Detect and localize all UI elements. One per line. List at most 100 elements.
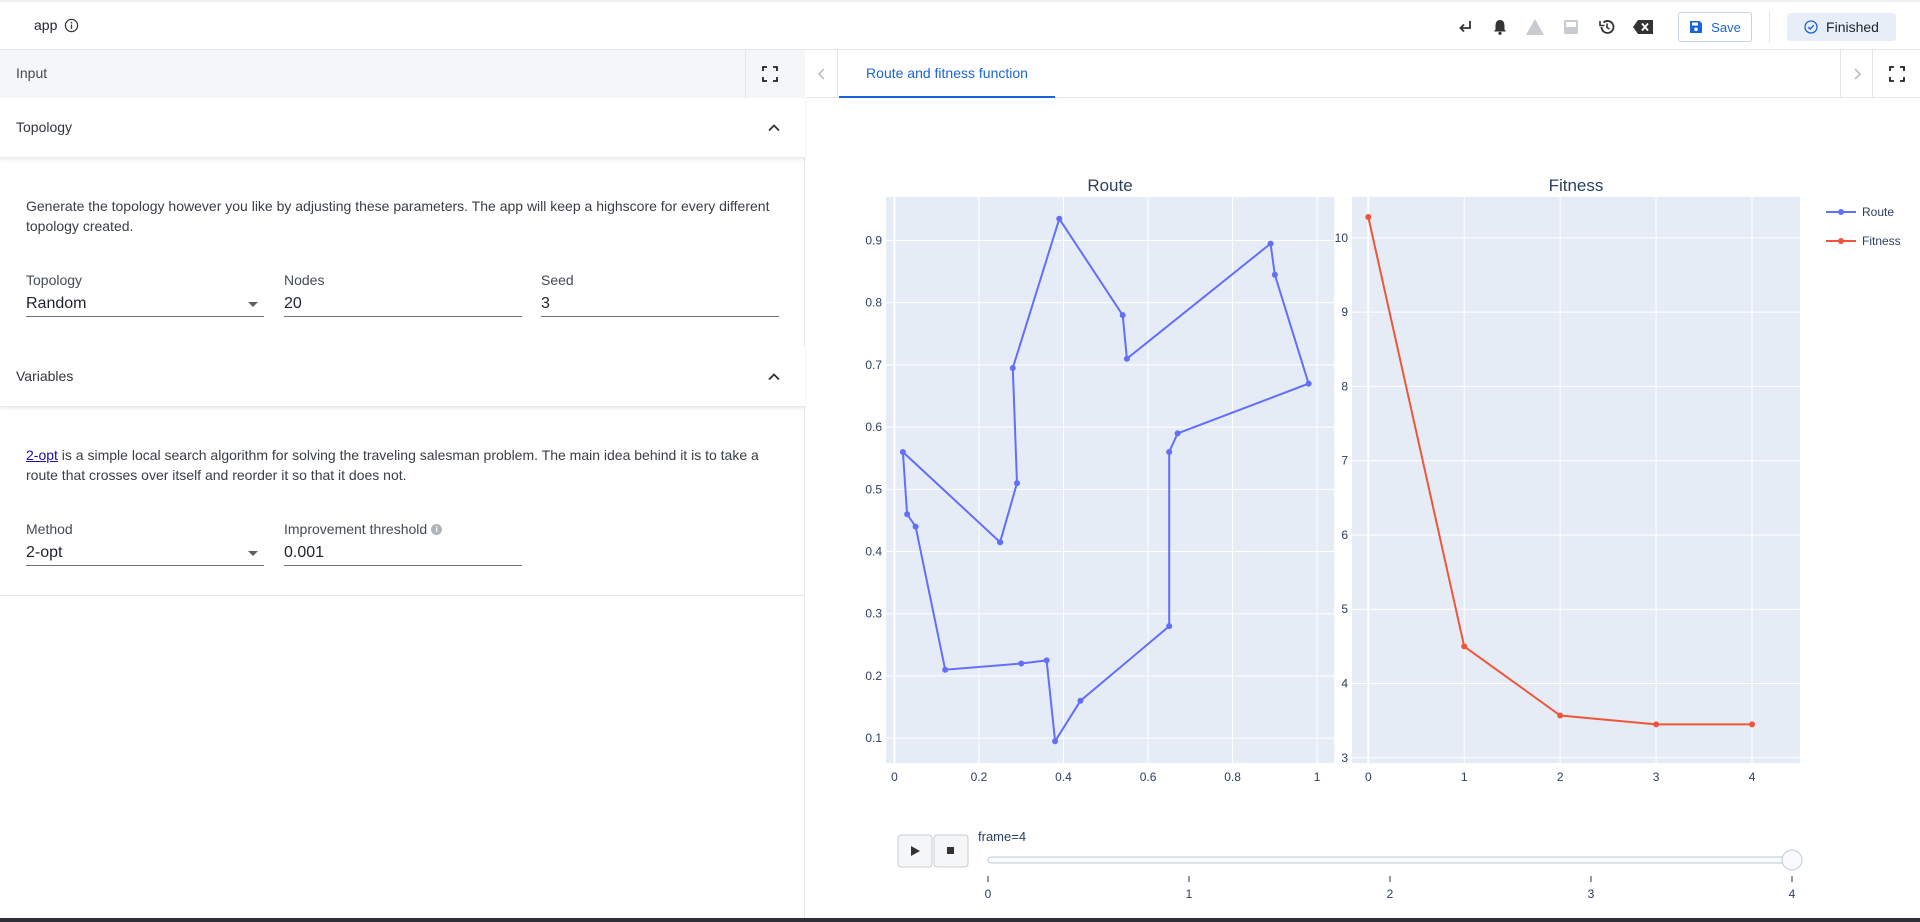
data-point xyxy=(1461,643,1468,650)
data-point xyxy=(1653,721,1660,728)
frame-slider-handle[interactable] xyxy=(1781,849,1803,871)
dropdown-arrow-icon[interactable] xyxy=(248,551,258,556)
tab-scroll-right-button[interactable] xyxy=(1840,50,1872,97)
nodes-input[interactable]: 20 xyxy=(284,293,522,317)
status-label: Finished xyxy=(1826,19,1879,35)
topology-select[interactable]: Topology Random xyxy=(26,271,264,317)
x-tick-label: 1 xyxy=(1314,770,1321,784)
x-tick-label: 1 xyxy=(1461,770,1468,784)
data-point xyxy=(1174,430,1181,437)
x-tick-label: 0.8 xyxy=(1224,770,1241,784)
enter-icon[interactable] xyxy=(1454,16,1476,38)
data-point xyxy=(904,511,911,518)
data-point xyxy=(1077,697,1084,704)
stop-icon[interactable] xyxy=(947,847,954,854)
output-panel: Route and fitness function xyxy=(806,50,1920,922)
data-point xyxy=(942,666,949,673)
top-bar: app Save Finished xyxy=(0,0,1920,50)
y-tick-label: 0.2 xyxy=(865,669,882,683)
data-point xyxy=(1166,623,1173,630)
y-tick-label: 0.4 xyxy=(865,545,882,559)
save-button[interactable]: Save xyxy=(1678,12,1752,42)
data-point xyxy=(997,539,1004,546)
legend-marker-fitness xyxy=(1838,238,1844,244)
variables-section-title: Variables xyxy=(16,368,74,384)
chevron-up-icon[interactable] xyxy=(766,120,782,136)
data-point xyxy=(1749,721,1756,728)
data-point xyxy=(1043,657,1050,664)
y-tick-label: 9 xyxy=(1341,305,1348,319)
save-icon xyxy=(1690,21,1703,33)
data-point xyxy=(1119,312,1126,319)
info-icon[interactable] xyxy=(64,18,79,33)
chevron-left-icon xyxy=(817,67,825,80)
chart-title: Fitness xyxy=(1549,176,1604,195)
x-tick-label: 0.4 xyxy=(1055,770,1072,784)
data-point xyxy=(1166,449,1173,456)
tabs-bar: Route and fitness function xyxy=(806,50,1920,98)
y-tick-label: 0.7 xyxy=(865,358,882,372)
data-point xyxy=(1123,355,1130,362)
plot-area xyxy=(886,197,1334,763)
x-tick-label: 4 xyxy=(1749,770,1756,784)
method-select[interactable]: Method 2-opt xyxy=(26,520,264,566)
data-point xyxy=(1018,660,1025,667)
threshold-label: Improvement threshold xyxy=(284,521,428,537)
fullscreen-icon xyxy=(1888,66,1905,82)
input-panel: Input Topology Generate the topology how… xyxy=(0,50,805,922)
bell-icon[interactable] xyxy=(1489,16,1511,38)
legend-marker-route xyxy=(1838,209,1844,215)
slider-tick-label: 2 xyxy=(1387,887,1394,901)
fullscreen-button[interactable] xyxy=(745,50,793,98)
two-opt-link[interactable]: 2-opt xyxy=(26,447,58,463)
dropdown-arrow-icon[interactable] xyxy=(248,302,258,307)
chart-title: Route xyxy=(1087,176,1132,195)
x-tick-label: 0.6 xyxy=(1140,770,1157,784)
topology-description: Generate the topology however you like b… xyxy=(26,198,770,234)
fullscreen-button[interactable] xyxy=(1872,50,1920,98)
play-icon[interactable] xyxy=(911,846,920,856)
inbox-icon[interactable] xyxy=(1560,16,1582,38)
input-header: Input xyxy=(0,50,805,98)
data-point xyxy=(1014,480,1021,487)
topology-section-header[interactable]: Topology xyxy=(0,98,805,158)
check-circle-icon xyxy=(1804,20,1818,34)
tab-route-fitness[interactable]: Route and fitness function xyxy=(839,50,1055,98)
x-tick-label: 0.2 xyxy=(971,770,988,784)
chevron-up-icon[interactable] xyxy=(766,369,782,385)
method-value: 2-opt xyxy=(26,544,63,561)
save-label: Save xyxy=(1711,19,1741,35)
threshold-field[interactable]: Improvement threshold i 0.001 xyxy=(284,520,522,566)
input-title: Input xyxy=(16,65,48,81)
toolbar-divider xyxy=(1769,11,1770,43)
y-tick-label: 0.8 xyxy=(865,296,882,310)
data-point xyxy=(1009,365,1016,372)
plot-area xyxy=(1352,197,1800,763)
clear-icon[interactable] xyxy=(1632,16,1654,38)
history-icon[interactable] xyxy=(1596,16,1618,38)
variables-section-header[interactable]: Variables xyxy=(0,347,805,407)
slider-tick-label: 3 xyxy=(1588,887,1595,901)
threshold-input[interactable]: 0.001 xyxy=(284,542,522,566)
data-point xyxy=(1305,380,1312,387)
legend-label-route: Route xyxy=(1862,205,1894,219)
topology-section-title: Topology xyxy=(16,119,73,135)
topology-label: Topology xyxy=(26,272,83,288)
x-tick-label: 0 xyxy=(1365,770,1372,784)
tab-scroll-left-button[interactable] xyxy=(806,50,838,97)
frame-slider-track[interactable] xyxy=(987,856,1793,864)
frame-current-label: frame=4 xyxy=(978,829,1026,844)
nodes-field[interactable]: Nodes 20 xyxy=(284,271,522,317)
data-point xyxy=(1052,738,1059,745)
info-icon[interactable]: i xyxy=(431,523,443,535)
y-tick-label: 0.3 xyxy=(865,607,882,621)
warning-icon[interactable] xyxy=(1524,16,1546,38)
seed-label: Seed xyxy=(541,272,574,288)
method-value-box[interactable]: 2-opt xyxy=(26,542,264,566)
seed-field[interactable]: Seed 3 xyxy=(541,271,779,317)
seed-input[interactable]: 3 xyxy=(541,293,779,317)
y-tick-label: 0.9 xyxy=(865,234,882,248)
slider-tick-label: 0 xyxy=(985,887,992,901)
topology-value-box[interactable]: Random xyxy=(26,293,264,317)
